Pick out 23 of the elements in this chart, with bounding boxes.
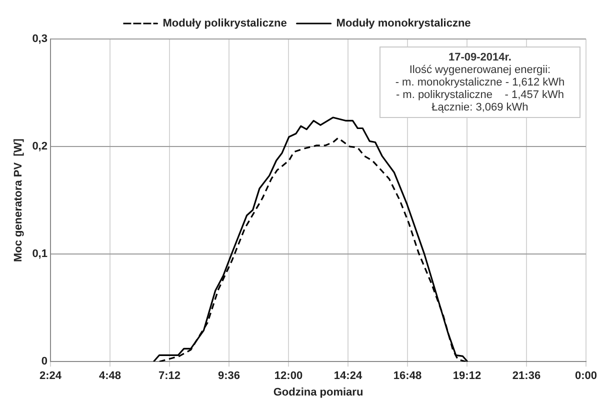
y-tick-label: 0: [41, 356, 48, 368]
x-tick-label: 14:24: [334, 370, 363, 382]
x-tick-label: 7:12: [158, 370, 181, 382]
annotation: - m. polikrystaliczne - 1,457 kWh: [396, 88, 564, 101]
legend-label: Moduły monokrystaliczne: [336, 18, 471, 30]
y-tick-label: 0,3: [32, 33, 48, 46]
legend-label: Moduły polikrystaliczne: [162, 18, 287, 30]
y-tick-label: 0,1: [32, 248, 48, 260]
annotation: - m. monokrystaliczne - 1,612 kWh: [395, 76, 565, 88]
annotation: Ilość wygenerowanej energii:: [409, 64, 551, 76]
x-axis-title: Godzina pomiaru: [273, 386, 364, 398]
x-tick-label: 16:48: [393, 370, 422, 382]
y-tick-label: 0,2: [32, 140, 48, 153]
x-tick-label: 2:24: [39, 370, 62, 382]
x-tick-label: 9:36: [218, 370, 240, 382]
y-axis-title: Moc generatora PV [W]: [12, 138, 25, 262]
x-tick-label: 19:12: [452, 370, 482, 382]
annotation: Łącznie: 3,069 kWh: [432, 101, 528, 114]
x-tick-label: 0:00: [574, 370, 598, 382]
x-tick-label: 12:00: [274, 370, 303, 382]
x-tick-label: 21:36: [512, 370, 541, 382]
annotation: 17-09-2014r.: [448, 51, 512, 64]
x-tick-label: 4:48: [98, 370, 122, 382]
